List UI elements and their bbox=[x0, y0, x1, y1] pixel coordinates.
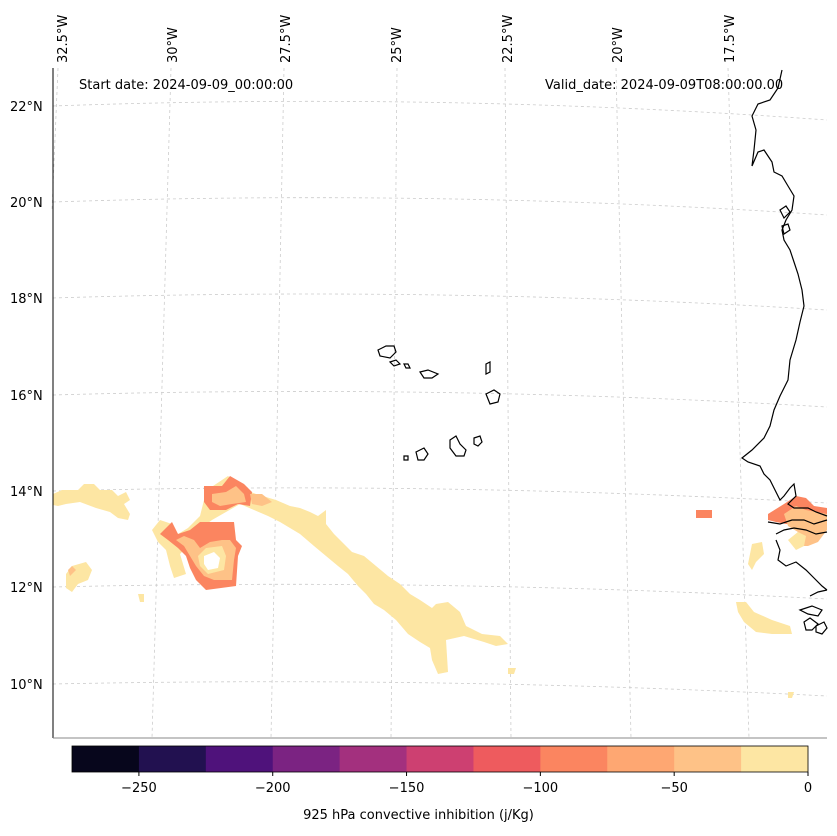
map-frame bbox=[52, 68, 827, 739]
longitude-labels: 32.5°W 30°W 27.5°W 25°W 22.5°W 20°W 17.5… bbox=[56, 15, 738, 63]
cin-patch-small-west bbox=[66, 562, 92, 592]
lat-label: 16°N bbox=[10, 389, 43, 404]
colorbar-segment bbox=[339, 746, 408, 772]
lat-label: 12°N bbox=[10, 581, 43, 596]
colorbar-tick-label: −250 bbox=[121, 781, 157, 796]
coastlines bbox=[377, 69, 828, 635]
lat-label: 14°N bbox=[10, 485, 43, 500]
colorbar-segment bbox=[272, 746, 341, 772]
lon-label: 20°W bbox=[611, 27, 626, 63]
gridlines bbox=[51, 67, 828, 739]
start-date-label: Start date: 2024-09-09_00:00:00 bbox=[79, 78, 294, 93]
lat-label: 20°N bbox=[10, 196, 43, 211]
colorbar-segment bbox=[406, 746, 474, 772]
lon-label: 30°W bbox=[166, 27, 181, 63]
valid-date-label: Valid_date: 2024-09-09T08:00:00.00 bbox=[545, 78, 784, 93]
colorbar-tick-label: 0 bbox=[804, 781, 812, 796]
colorbar-tick-label: −50 bbox=[660, 781, 687, 796]
lon-label: 32.5°W bbox=[56, 15, 71, 63]
colorbar-segment bbox=[674, 746, 742, 772]
colorbar-segment bbox=[741, 746, 809, 772]
colorbar-segment bbox=[72, 746, 140, 772]
cin-patch-east bbox=[696, 510, 712, 518]
africa-coastline bbox=[740, 69, 828, 517]
colorbar-segment bbox=[205, 746, 274, 772]
cape-verde-santiago bbox=[449, 435, 467, 457]
colorbar-segment bbox=[138, 746, 207, 772]
colorbar-tick-label: −100 bbox=[523, 781, 559, 796]
cin-band-main bbox=[152, 476, 508, 674]
cape-verde-santo-antao bbox=[377, 345, 397, 359]
lat-label: 22°N bbox=[10, 100, 43, 115]
colorbar-segment bbox=[473, 746, 541, 772]
lon-label: 17.5°W bbox=[723, 15, 738, 63]
cin-patch-west bbox=[53, 484, 130, 520]
colorbar-segment bbox=[607, 746, 675, 772]
lon-label: 27.5°W bbox=[279, 15, 294, 63]
colorbar-tick-label: −150 bbox=[389, 781, 425, 796]
lat-label: 10°N bbox=[10, 678, 43, 693]
colorbar-frame bbox=[71, 745, 809, 773]
lat-label: 18°N bbox=[10, 292, 43, 307]
latitude-labels: 22°N 20°N 18°N 16°N 14°N 12°N 10°N bbox=[10, 100, 43, 693]
lon-label: 25°W bbox=[390, 27, 405, 63]
cin-shaded-field bbox=[53, 476, 827, 698]
colorbar-label: 925 hPa convective inhibition (j/Kg) bbox=[303, 808, 534, 823]
colorbar: −250 −200 −150 −100 −50 0 bbox=[71, 745, 812, 796]
lon-label: 22.5°W bbox=[501, 15, 516, 63]
colorbar-tick-label: −200 bbox=[255, 781, 291, 796]
colorbar-segment bbox=[540, 746, 608, 772]
